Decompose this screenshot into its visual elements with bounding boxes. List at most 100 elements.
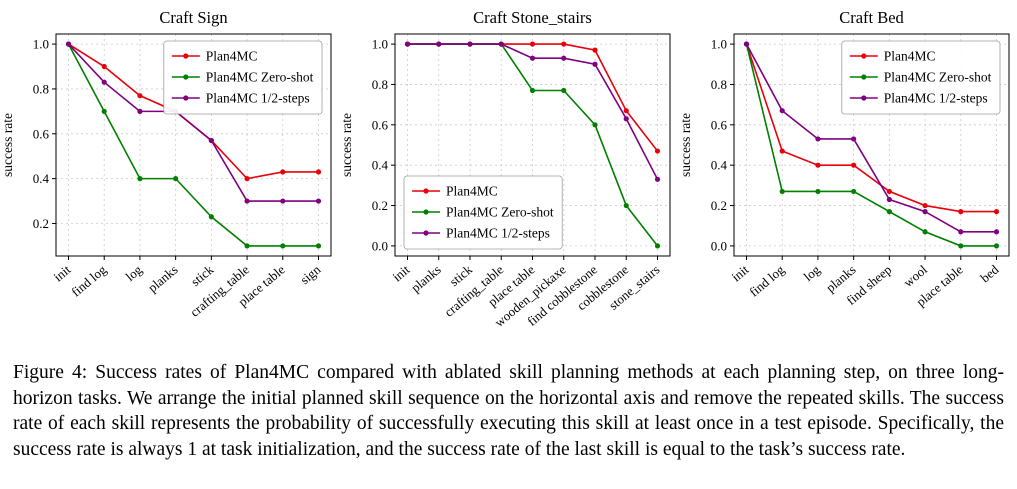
y-tick-label: 0.2 <box>711 198 727 213</box>
legend-label: Plan4MC 1/2-steps <box>884 91 988 106</box>
data-point <box>101 63 107 70</box>
y-tick-label: 0.0 <box>711 238 727 253</box>
legend-box <box>841 40 1001 115</box>
y-tick-label: 0.8 <box>33 81 49 96</box>
chart-title: Craft Stone_stairs <box>473 8 592 27</box>
data-point <box>529 87 536 94</box>
charts-row: 0.2 0.4 0.6 0.8 1.0 init find log log planks stic… <box>0 4 1017 352</box>
data-point <box>315 243 322 249</box>
legend-marker <box>861 53 867 59</box>
data-point <box>886 196 892 203</box>
x-tick-label: log <box>800 261 823 283</box>
x-tick-label: log <box>122 261 145 283</box>
y-tick-label: 0.8 <box>372 77 388 92</box>
legend-label: Plan4MC <box>884 49 936 64</box>
chart-title: Craft Sign <box>159 8 227 27</box>
series-line <box>745 43 997 247</box>
data-point <box>993 229 1000 235</box>
x-tick-label: sign <box>297 261 324 287</box>
data-point <box>467 41 473 47</box>
figure-caption-label: Figure 4: <box>13 362 96 383</box>
x-tick-label: find log <box>68 261 109 299</box>
data-point <box>654 148 661 154</box>
data-point <box>101 108 107 114</box>
data-point <box>137 108 143 114</box>
data-point <box>958 243 964 249</box>
legend-marker <box>861 74 867 80</box>
legend-marker <box>861 95 867 101</box>
data-point <box>137 176 143 182</box>
plot-frame <box>55 33 332 257</box>
legend-box <box>163 40 323 115</box>
data-point <box>315 198 322 204</box>
data-point <box>654 176 661 182</box>
series-line <box>67 43 319 202</box>
data-point <box>851 188 857 195</box>
legend-box <box>403 175 563 250</box>
data-point <box>436 41 442 47</box>
data-point <box>529 55 536 61</box>
data-point <box>922 229 928 235</box>
data-point <box>208 137 214 144</box>
x-tick-label: bed <box>977 261 1001 285</box>
y-tick-label: 0.4 <box>372 158 389 173</box>
legend-label: Plan4MC <box>446 184 498 199</box>
data-point <box>993 243 1000 249</box>
data-point <box>315 169 322 175</box>
x-tick-label: init <box>51 262 74 285</box>
figure-caption-text: Success rates of Plan4MC compared with a… <box>13 362 1004 461</box>
legend-label: Plan4MC <box>206 49 258 64</box>
y-tick-label: 0.0 <box>372 238 388 253</box>
data-point <box>208 214 214 220</box>
legend-marker <box>183 53 189 59</box>
x-tick-label: planks <box>408 262 444 295</box>
data-point <box>101 79 107 85</box>
data-point <box>529 41 536 47</box>
y-tick-label: 0.4 <box>33 171 50 186</box>
data-point <box>592 122 598 128</box>
legend-label: Plan4MC Zero-shot <box>206 70 314 85</box>
data-point <box>65 41 72 47</box>
data-point <box>280 169 286 175</box>
legend-marker <box>423 209 429 215</box>
data-point <box>280 243 286 249</box>
y-tick-label: 0.4 <box>711 158 728 173</box>
data-point <box>654 243 661 249</box>
data-point <box>244 243 250 249</box>
y-axis-label: success rate <box>678 113 693 177</box>
data-point <box>404 41 411 47</box>
legend-marker <box>183 74 189 80</box>
legend-marker <box>423 230 429 236</box>
legend-marker <box>183 95 189 101</box>
series-line <box>67 43 319 247</box>
legend-label: Plan4MC Zero-shot <box>446 205 554 220</box>
data-point <box>886 209 892 215</box>
data-point <box>592 47 598 53</box>
x-tick-label: find log <box>746 261 787 299</box>
data-point <box>779 108 785 114</box>
y-axis-label: success rate <box>339 113 354 177</box>
y-tick-label: 1.0 <box>372 37 388 52</box>
data-point <box>561 41 567 47</box>
data-point <box>280 198 286 204</box>
y-tick-label: 0.2 <box>372 198 388 213</box>
data-point <box>779 188 785 195</box>
data-point <box>922 202 928 209</box>
legend-marker <box>423 188 429 194</box>
data-point <box>592 61 598 67</box>
data-point <box>958 209 964 215</box>
x-tick-label: planks <box>145 262 181 295</box>
data-point <box>623 108 629 114</box>
data-point <box>561 87 567 94</box>
legend-label: Plan4MC 1/2-steps <box>446 226 550 241</box>
data-point <box>244 198 250 204</box>
data-point <box>173 176 179 182</box>
y-tick-label: 1.0 <box>33 37 49 52</box>
data-point <box>922 209 928 215</box>
data-point <box>815 162 821 168</box>
y-tick-label: 0.8 <box>711 77 727 92</box>
data-point <box>815 136 821 142</box>
